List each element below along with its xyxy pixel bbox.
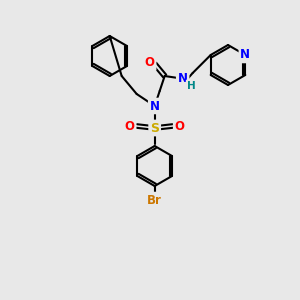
Text: S: S bbox=[150, 122, 159, 134]
Text: Br: Br bbox=[147, 194, 162, 206]
Text: O: O bbox=[175, 119, 185, 133]
Text: H: H bbox=[187, 81, 196, 91]
Text: N: N bbox=[178, 71, 188, 85]
Text: N: N bbox=[150, 100, 160, 112]
Text: O: O bbox=[145, 56, 155, 70]
Text: N: N bbox=[240, 49, 250, 62]
Text: O: O bbox=[125, 119, 135, 133]
